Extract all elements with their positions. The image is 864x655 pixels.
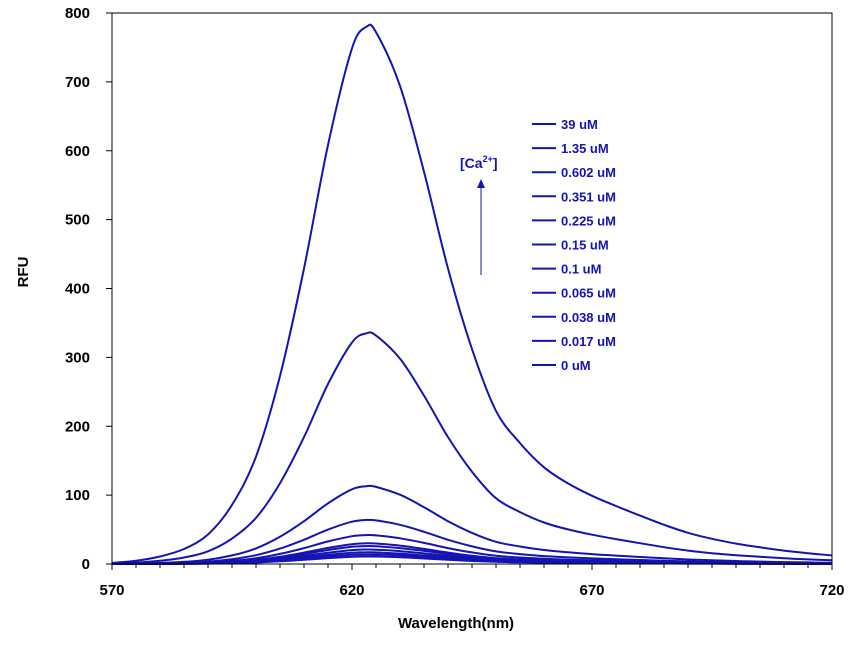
legend-label: 1.35 uM bbox=[561, 141, 609, 156]
legend-label: 0.351 uM bbox=[561, 189, 616, 204]
series-lines bbox=[111, 23, 833, 565]
y-tick-label: 800 bbox=[65, 5, 90, 22]
legend-label: 0.15 uM bbox=[561, 238, 609, 253]
series-line-2 bbox=[111, 484, 833, 565]
series-line-1 bbox=[111, 331, 833, 565]
x-axis-title: Wavelength(nm) bbox=[398, 615, 514, 632]
legend-label: 0.065 uM bbox=[561, 286, 616, 301]
legend: 39 uM 1.35 uM 0.602 uM 0.351 uM 0.225 uM 0.15… bbox=[532, 117, 616, 373]
y-tick-label: 400 bbox=[65, 281, 90, 298]
legend-label: 0.602 uM bbox=[561, 165, 616, 180]
annotation-suffix: ] bbox=[493, 155, 498, 171]
y-tick-label: 700 bbox=[65, 74, 90, 91]
legend-label: 0.1 uM bbox=[561, 262, 601, 277]
arrowhead-icon bbox=[477, 179, 485, 188]
y-tick-label: 500 bbox=[65, 212, 90, 229]
y-tick-label: 300 bbox=[65, 349, 90, 366]
y-tick-label: 0 bbox=[82, 556, 90, 573]
y-tick-label: 600 bbox=[65, 143, 90, 160]
axis-ticks bbox=[106, 12, 833, 570]
legend-label: 0 uM bbox=[561, 358, 591, 373]
annotation-label: [Ca2+] bbox=[460, 154, 498, 171]
legend-label: 39 uM bbox=[561, 117, 598, 132]
plot-area-frame bbox=[111, 12, 833, 565]
legend-label: 0.225 uM bbox=[561, 213, 616, 228]
y-tick-label: 100 bbox=[65, 487, 90, 504]
legend-label: 0.038 uM bbox=[561, 310, 616, 325]
concentration-annotation: [Ca2+] bbox=[460, 154, 498, 275]
series-line-0 bbox=[111, 23, 833, 564]
x-tick-label: 570 bbox=[99, 582, 124, 599]
x-tick-label: 620 bbox=[339, 582, 364, 599]
legend-label: 0.017 uM bbox=[561, 334, 616, 349]
y-tick-label: 200 bbox=[65, 418, 90, 435]
x-tick-label: 670 bbox=[579, 582, 604, 599]
annotation-superscript: 2+ bbox=[483, 154, 493, 164]
tick-labels: 570 620 670 720 0 100 200 300 400 500 600 700 800 bbox=[65, 5, 845, 599]
annotation-text: [Ca bbox=[460, 155, 483, 171]
y-axis-title: RFU bbox=[15, 257, 32, 288]
x-tick-label: 720 bbox=[819, 582, 844, 599]
